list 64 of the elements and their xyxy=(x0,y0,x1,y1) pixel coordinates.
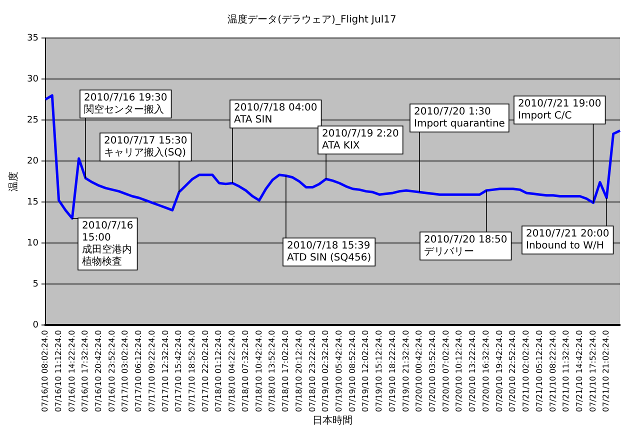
x-tick-label: 07/17/10 15:42:24.0 xyxy=(174,330,184,412)
x-tick-label: 07/16/10 08:02:24.0 xyxy=(40,330,50,412)
x-tick-label: 07/18/10 20:12:24.0 xyxy=(294,330,304,412)
x-tick-label: 07/20/10 10:12:24.0 xyxy=(454,330,464,412)
y-tick-label: 0 xyxy=(32,320,39,330)
y-tick-label: 10 xyxy=(27,238,39,248)
annotation: 2010/7/21 19:00 Import C/C xyxy=(518,98,602,122)
y-tick-label: 20 xyxy=(27,156,39,166)
x-tick-label: 07/19/10 12:02:24.0 xyxy=(361,330,370,412)
x-tick-label: 07/21/10 08:22:24.0 xyxy=(548,330,558,412)
x-tick-label: 07/20/10 03:52:24.0 xyxy=(428,330,438,412)
x-tick-label: 07/16/10 11:12:24.0 xyxy=(54,330,63,412)
y-tick-label: 5 xyxy=(32,279,38,290)
x-tick-label: 07/18/10 17:02:24.0 xyxy=(281,330,290,412)
x-tick-label: 07/21/10 17:52:24.0 xyxy=(588,330,598,412)
x-tick-label: 07/20/10 19:42:24.0 xyxy=(494,330,504,412)
x-tick-label: 07/19/10 15:12:24.0 xyxy=(374,330,384,412)
x-tick-label: 07/19/10 08:52:24.0 xyxy=(348,330,357,412)
x-tick-label: 07/21/10 05:12:24.0 xyxy=(534,330,544,412)
y-tick-label: 35 xyxy=(27,33,38,44)
x-tick-label: 07/20/10 16:32:24.0 xyxy=(481,330,490,412)
chart-title: 温度データ(デラウェア)_Flight Jul17 xyxy=(228,14,396,26)
annotation: 2010/7/16 19:30 関空センター搬入 xyxy=(84,92,168,116)
x-tick-label: 07/19/10 21:32:24.0 xyxy=(401,330,410,412)
x-tick-label: 07/16/10 17:32:24.0 xyxy=(80,330,90,412)
y-tick-label: 30 xyxy=(27,74,39,84)
x-tick-label: 07/20/10 00:42:24.0 xyxy=(414,330,424,412)
x-tick-label: 07/19/10 18:22:24.0 xyxy=(388,330,397,412)
x-tick-label: 07/21/10 21:02:24.0 xyxy=(602,330,611,412)
x-tick-label: 07/20/10 13:22:24.0 xyxy=(468,330,478,412)
x-tick-label: 07/20/10 22:52:24.0 xyxy=(508,330,518,412)
x-tick-label: 07/18/10 04:22:24.0 xyxy=(228,330,237,412)
x-tick-label: 07/18/10 10:42:24.0 xyxy=(254,330,264,412)
x-tick-label: 07/18/10 13:52:24.0 xyxy=(268,330,277,412)
x-tick-label: 07/16/10 23:52:24.0 xyxy=(107,330,116,412)
x-tick-label: 07/19/10 02:32:24.0 xyxy=(321,330,330,412)
x-tick-label: 07/18/10 07:32:24.0 xyxy=(240,330,250,412)
x-tick-label: 07/18/10 01:12:24.0 xyxy=(214,330,224,412)
y-tick-label: 15 xyxy=(27,197,38,208)
x-tick-label: 07/18/10 23:22:24.0 xyxy=(308,330,317,412)
x-tick-label: 07/21/10 02:02:24.0 xyxy=(522,330,531,412)
x-tick-label: 07/16/10 20:42:24.0 xyxy=(94,330,103,412)
x-tick-label: 07/17/10 03:02:24.0 xyxy=(120,330,130,412)
annotation: 2010/7/20 1:30 Import quarantine xyxy=(414,106,505,130)
x-tick-label: 07/17/10 12:32:24.0 xyxy=(160,330,170,412)
x-tick-label: 07/19/10 05:42:24.0 xyxy=(334,330,344,412)
x-tick-label: 07/16/10 14:22:24.0 xyxy=(67,330,76,412)
x-tick-label: 07/17/10 18:52:24.0 xyxy=(188,330,197,412)
annotation: 2010/7/18 04:00 ATA SIN xyxy=(234,102,318,126)
annotation: 2010/7/19 2:20 ATA KIX xyxy=(322,128,399,152)
x-tick-label: 07/21/10 11:32:24.0 xyxy=(562,330,571,412)
annotation: 2010/7/21 20:00 Inbound to W/H xyxy=(526,228,610,252)
x-tick-label: 07/17/10 22:02:24.0 xyxy=(200,330,210,412)
x-tick-label: 07/17/10 09:22:24.0 xyxy=(147,330,156,412)
annotation: 2010/7/20 18:50 デリバリー xyxy=(424,234,508,258)
x-tick-label: 07/17/10 06:12:24.0 xyxy=(134,330,144,412)
y-tick-label: 25 xyxy=(27,115,38,126)
y-axis-title: 温度 xyxy=(8,171,20,192)
annotation: 2010/7/17 15:30 キャリア搬入(SQ) xyxy=(104,136,188,159)
annotation: 2010/7/16 15:00 成田空港内植物検査 xyxy=(82,220,134,268)
x-tick-label: 07/20/10 07:02:24.0 xyxy=(441,330,450,412)
x-axis-title: 日本時間 xyxy=(312,414,353,427)
x-tick-label: 07/21/10 14:42:24.0 xyxy=(574,330,584,412)
annotation: 2010/7/18 15:39 ATD SIN (SQ456) xyxy=(287,240,372,264)
